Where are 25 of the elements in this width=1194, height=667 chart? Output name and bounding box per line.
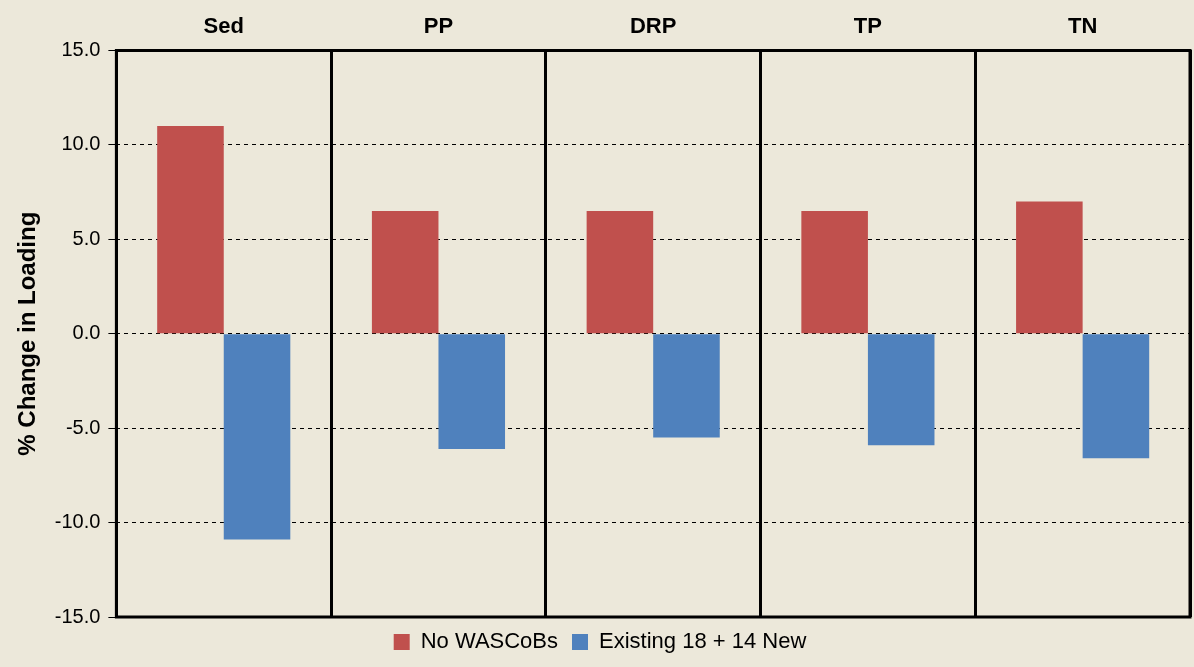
- bar: [371, 210, 439, 334]
- y-tick-label: 10.0: [61, 132, 101, 155]
- bar: [223, 334, 291, 540]
- bar: [157, 125, 224, 334]
- y-tick-label: 5.0: [72, 226, 101, 249]
- bar: [867, 334, 935, 446]
- legend-label: No WASCoBs: [420, 628, 559, 654]
- y-tick-label: -10.0: [54, 510, 101, 533]
- bar: [1016, 201, 1083, 334]
- x-tick-label: PP: [423, 13, 454, 39]
- x-tick-label: TN: [1067, 13, 1098, 39]
- bar: [653, 334, 720, 438]
- y-tick-label: 15.0: [61, 37, 101, 60]
- x-tick-label: Sed: [203, 13, 244, 39]
- bar: [586, 210, 654, 334]
- y-tick-label: 0.0: [72, 321, 101, 344]
- x-tick-label: DRP: [629, 13, 677, 39]
- bar: [438, 334, 506, 449]
- bar: [801, 210, 868, 334]
- y-tick-label: -15.0: [54, 604, 101, 627]
- bar: [1082, 334, 1150, 459]
- y-tick-label: -5.0: [65, 415, 101, 438]
- legend-label: Existing 18 + 14 New: [599, 628, 807, 654]
- y-axis-title: % Change in Loading: [13, 211, 41, 456]
- x-tick-label: TP: [853, 13, 882, 39]
